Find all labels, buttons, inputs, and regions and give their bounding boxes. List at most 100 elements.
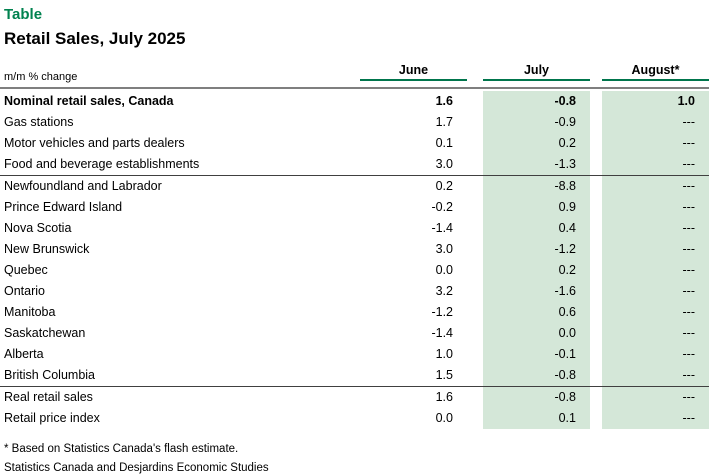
table-body: Nominal retail sales, Canada 1.6 -0.8 1.0 Ga… xyxy=(0,91,709,429)
value-june: 1.6 xyxy=(435,390,453,404)
value-august: --- xyxy=(602,365,709,386)
column-gap xyxy=(590,197,602,218)
column-gap xyxy=(467,260,483,281)
value-june: 1.0 xyxy=(435,347,453,361)
unit-label: m/m % change xyxy=(4,71,78,83)
column-gap xyxy=(467,365,483,386)
column-header-june: June xyxy=(360,57,467,81)
table-row: New Brunswick 3.0 -1.2 --- xyxy=(0,239,709,260)
value-august: --- xyxy=(602,154,709,175)
column-gap xyxy=(467,91,483,112)
value-august: --- xyxy=(602,323,709,344)
value-june: 3.0 xyxy=(435,157,453,171)
table-block: Nominal retail sales, Canada 1.6 -0.8 1.0 Ga… xyxy=(0,91,709,176)
table-row: British Columbia 1.5 -0.8 --- xyxy=(0,365,709,386)
page-title: Retail Sales, July 2025 xyxy=(4,29,186,48)
row-label: Saskatchewan xyxy=(4,326,86,340)
value-june: 1.6 xyxy=(435,94,453,108)
table-kicker: Table xyxy=(4,6,43,23)
value-july: -1.6 xyxy=(483,281,590,302)
value-august: --- xyxy=(602,218,709,239)
column-gap xyxy=(467,302,483,323)
row-label: Ontario xyxy=(4,284,45,298)
value-august: --- xyxy=(602,302,709,323)
row-label: Quebec xyxy=(4,263,48,277)
row-label: Nova Scotia xyxy=(4,221,72,235)
table-row: Manitoba -1.2 0.6 --- xyxy=(0,302,709,323)
value-july: 0.6 xyxy=(483,302,590,323)
value-august: --- xyxy=(602,260,709,281)
value-august: --- xyxy=(602,408,709,429)
value-august: --- xyxy=(602,387,709,408)
column-gap xyxy=(467,387,483,408)
value-june: -1.4 xyxy=(431,326,453,340)
value-july: 0.4 xyxy=(483,218,590,239)
value-august: --- xyxy=(602,112,709,133)
column-gap xyxy=(467,239,483,260)
column-gap xyxy=(590,239,602,260)
column-gap xyxy=(467,176,483,197)
table-row: Food and beverage establishments 3.0 -1.3-… xyxy=(0,154,709,175)
value-july: 0.1 xyxy=(483,408,590,429)
column-gap xyxy=(590,176,602,197)
value-june: 3.0 xyxy=(435,242,453,256)
row-label: Food and beverage establishments xyxy=(4,157,200,171)
table-row: Gas stations 1.7 -0.9 --- xyxy=(0,112,709,133)
row-label: Nominal retail sales, Canada xyxy=(4,94,174,108)
value-june: -0.2 xyxy=(431,200,453,214)
value-july: -0.9 xyxy=(483,112,590,133)
table-row: Quebec 0.0 0.2 --- xyxy=(0,260,709,281)
column-gap xyxy=(467,133,483,154)
value-july: -0.1 xyxy=(483,344,590,365)
value-july: -0.8 xyxy=(483,387,590,408)
value-august: 1.0 xyxy=(602,91,709,112)
value-august: --- xyxy=(602,281,709,302)
table-block: Real retail sales 1.6 -0.8 --- Retail price … xyxy=(0,387,709,429)
column-gap xyxy=(467,197,483,218)
value-june: 3.2 xyxy=(435,284,453,298)
value-july: 0.0 xyxy=(483,323,590,344)
value-july: 0.9 xyxy=(483,197,590,218)
value-july: -0.8 xyxy=(483,365,590,386)
column-gap xyxy=(467,281,483,302)
table-row: Saskatchewan -1.4 0.0 --- xyxy=(0,323,709,344)
column-gap xyxy=(467,218,483,239)
value-june: 0.2 xyxy=(435,179,453,193)
row-label: Real retail sales xyxy=(4,390,93,404)
footnote-flash-estimate: * Based on Statistics Canada's flash est… xyxy=(4,443,239,455)
column-gap xyxy=(467,112,483,133)
table-row: Prince Edward Island -0.2 0.9 --- xyxy=(0,197,709,218)
value-august: --- xyxy=(602,344,709,365)
table-row: Nova Scotia -1.4 0.4 --- xyxy=(0,218,709,239)
column-gap xyxy=(590,260,602,281)
column-gap xyxy=(467,323,483,344)
row-label: Gas stations xyxy=(4,115,74,129)
value-june: 0.0 xyxy=(435,263,453,277)
value-july: -8.8 xyxy=(483,176,590,197)
column-gap xyxy=(590,387,602,408)
value-june: -1.2 xyxy=(431,305,453,319)
footnotes: * Based on Statistics Canada's flash est… xyxy=(4,440,709,476)
column-gap xyxy=(590,281,602,302)
footnote-source: Statistics Canada and Desjardins Economi… xyxy=(4,462,269,474)
value-june: 1.5 xyxy=(435,368,453,382)
table-header-row: m/m % change June July August* xyxy=(0,57,709,89)
column-gap xyxy=(467,408,483,429)
column-gap xyxy=(467,344,483,365)
row-label: Motor vehicles and parts dealers xyxy=(4,136,185,150)
table-block: Newfoundland and Labrador 0.2 -8.8 --- Princ… xyxy=(0,176,709,387)
value-july: -1.2 xyxy=(483,239,590,260)
row-label: British Columbia xyxy=(4,368,96,382)
table-row: Newfoundland and Labrador 0.2 -8.8 --- xyxy=(0,176,709,197)
row-label: Manitoba xyxy=(4,305,56,319)
value-june: 1.7 xyxy=(435,115,453,129)
value-august: --- xyxy=(602,176,709,197)
column-gap xyxy=(590,154,602,175)
value-august: --- xyxy=(602,133,709,154)
value-july: -1.3 xyxy=(483,154,590,175)
column-gap xyxy=(467,154,483,175)
row-label: Prince Edward Island xyxy=(4,200,123,214)
table-row: Ontario 3.2 -1.6 --- xyxy=(0,281,709,302)
table-row: Alberta 1.0 -0.1 --- xyxy=(0,344,709,365)
